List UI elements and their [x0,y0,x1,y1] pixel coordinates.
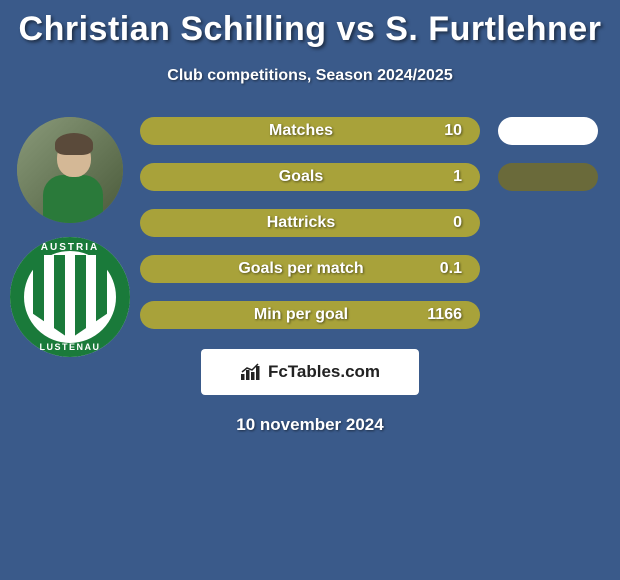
club-ring-text-bottom: LUSTENAU [10,342,130,352]
stat-label: Min per goal [140,306,422,324]
watermark-text: FcTables.com [268,362,380,382]
stat-row: Matches 10 [140,117,480,145]
stat-label: Hattricks [140,214,422,232]
stat-value: 1166 [422,306,480,324]
stat-value: 1 [422,168,480,186]
stat-row: Goals 1 [140,163,480,191]
left-column: AUSTRIA LUSTENAU [10,117,130,357]
club-ring-text-top: AUSTRIA [10,242,130,253]
chart-icon [240,363,262,381]
right-column [490,117,605,209]
stat-value: 10 [422,122,480,140]
stat-row: Min per goal 1166 [140,301,480,329]
subtitle: Club competitions, Season 2024/2025 [0,67,620,85]
opponent-pill [498,117,598,145]
content-area: AUSTRIA LUSTENAU Matches 10 Goals 1 [0,117,620,329]
watermark: FcTables.com [201,349,419,395]
opponent-pill [498,163,598,191]
stat-label: Matches [140,122,422,140]
stat-row: Goals per match 0.1 [140,255,480,283]
stat-value: 0.1 [422,260,480,278]
club-logo: AUSTRIA LUSTENAU [10,237,130,357]
stats-column: Matches 10 Goals 1 Hattricks 0 Goals per… [140,117,480,329]
stat-label: Goals per match [140,260,422,278]
stat-row: Hattricks 0 [140,209,480,237]
date-text: 10 november 2024 [0,415,620,435]
page-title: Christian Schilling vs S. Furtlehner [0,0,620,49]
stat-label: Goals [140,168,422,186]
player-avatar [17,117,123,223]
stat-value: 0 [422,214,480,232]
